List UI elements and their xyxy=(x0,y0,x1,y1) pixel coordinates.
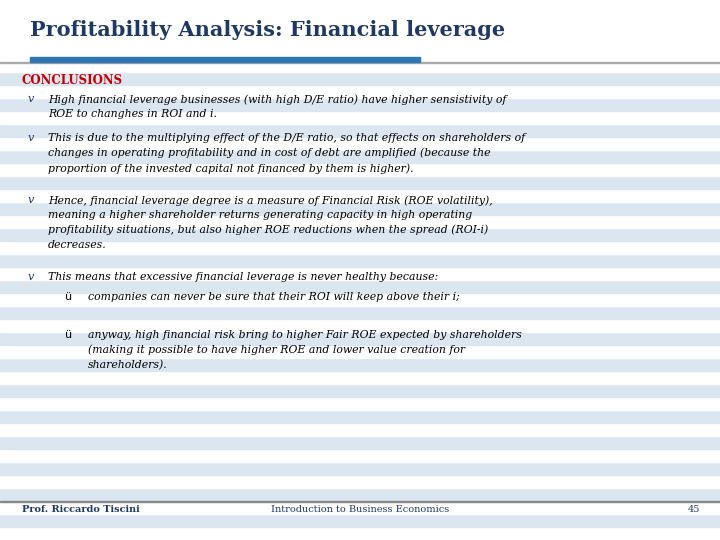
Bar xyxy=(0,85,720,98)
Text: anyway, high financial risk bring to higher Fair ROE expected by shareholders
(m: anyway, high financial risk bring to hig… xyxy=(88,330,522,370)
Bar xyxy=(0,332,720,345)
Bar xyxy=(0,46,720,59)
Text: v: v xyxy=(28,133,35,143)
Text: 45: 45 xyxy=(688,505,700,515)
Bar xyxy=(0,202,720,215)
Bar xyxy=(0,215,720,228)
Bar xyxy=(0,462,720,475)
Bar xyxy=(0,501,720,502)
Bar xyxy=(0,124,720,137)
Bar xyxy=(0,7,720,20)
Text: Profitability Analysis: Financial leverage: Profitability Analysis: Financial levera… xyxy=(30,20,505,40)
Bar xyxy=(0,293,720,306)
Text: Prof. Riccardo Tiscini: Prof. Riccardo Tiscini xyxy=(22,505,140,515)
Bar xyxy=(0,163,720,176)
Text: High financial leverage businesses (with high D/E ratio) have higher sensistivit: High financial leverage businesses (with… xyxy=(48,94,506,119)
Text: Introduction to Business Economics: Introduction to Business Economics xyxy=(271,505,449,515)
Bar xyxy=(0,150,720,163)
Bar xyxy=(0,267,720,280)
Bar xyxy=(0,449,720,462)
Text: This means that excessive financial leverage is never healthy because:: This means that excessive financial leve… xyxy=(48,272,438,282)
Text: v: v xyxy=(28,94,35,104)
Bar xyxy=(30,57,420,62)
Bar xyxy=(0,20,720,33)
Bar xyxy=(0,176,720,189)
Bar xyxy=(0,514,720,527)
Bar xyxy=(0,488,720,501)
Bar xyxy=(0,72,720,85)
Bar xyxy=(0,228,720,241)
Bar xyxy=(0,423,720,436)
Bar xyxy=(0,358,720,371)
Bar xyxy=(0,189,720,202)
Bar xyxy=(0,137,720,150)
Bar xyxy=(0,319,720,332)
Bar xyxy=(0,62,720,63)
Text: This is due to the multiplying effect of the D/E ratio, so that effects on share: This is due to the multiplying effect of… xyxy=(48,133,525,173)
Text: Hence, financial leverage degree is a measure of Financial Risk (ROE volatility): Hence, financial leverage degree is a me… xyxy=(48,195,492,249)
Bar xyxy=(0,501,720,514)
Bar xyxy=(0,0,720,7)
Bar xyxy=(0,98,720,111)
Bar xyxy=(0,527,720,540)
Text: ü: ü xyxy=(65,330,72,340)
Bar xyxy=(0,384,720,397)
Bar xyxy=(0,371,720,384)
Bar xyxy=(0,306,720,319)
Text: companies can never be sure that their ROI will keep above their i;: companies can never be sure that their R… xyxy=(88,292,460,302)
Text: v: v xyxy=(28,195,35,205)
Bar xyxy=(0,436,720,449)
Bar xyxy=(0,0,720,60)
Bar xyxy=(0,111,720,124)
Bar xyxy=(0,59,720,72)
Bar xyxy=(0,410,720,423)
Bar xyxy=(0,254,720,267)
Text: v: v xyxy=(28,272,35,282)
Bar xyxy=(0,280,720,293)
Bar xyxy=(0,241,720,254)
Bar xyxy=(0,345,720,358)
Text: ü: ü xyxy=(65,292,72,302)
Bar xyxy=(0,397,720,410)
Bar xyxy=(0,475,720,488)
Bar xyxy=(0,33,720,46)
Text: CONCLUSIONS: CONCLUSIONS xyxy=(22,74,123,87)
